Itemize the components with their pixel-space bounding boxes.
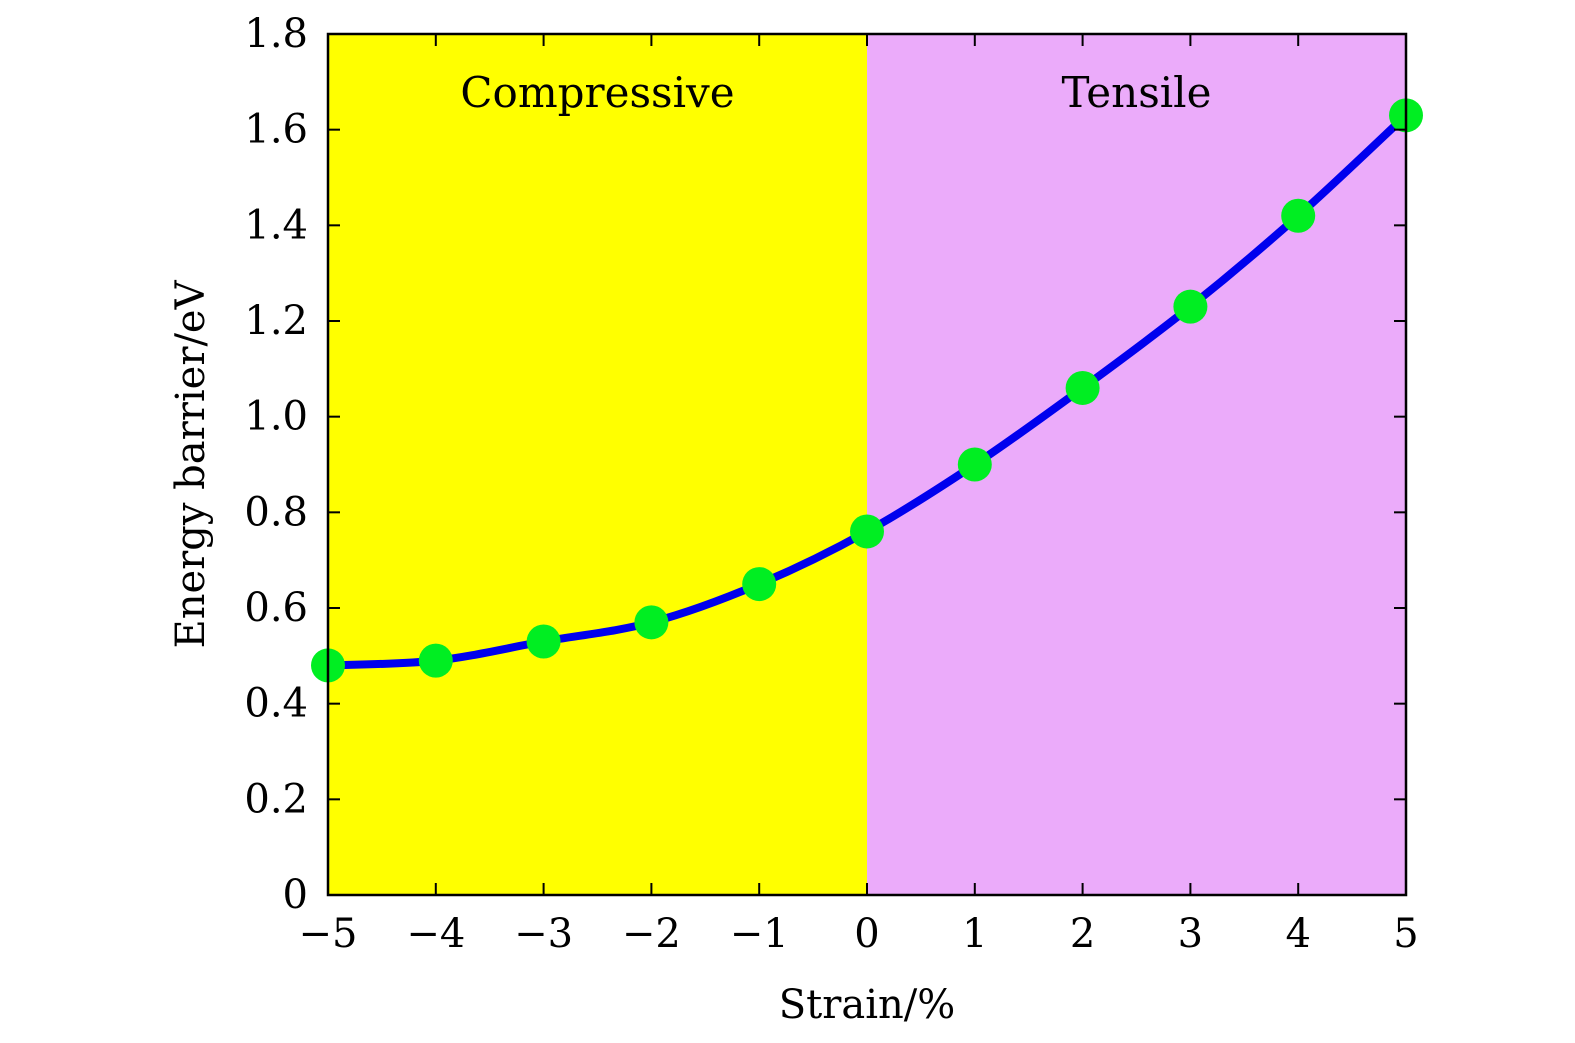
y-tick-label: 1.0 (244, 394, 308, 440)
data-point (957, 447, 992, 482)
x-tick-label: 5 (1393, 911, 1418, 957)
y-tick-label: 0.2 (244, 776, 308, 822)
data-point (742, 567, 777, 602)
x-tick-label: 4 (1285, 911, 1310, 957)
x-axis-title: Strain/% (779, 982, 955, 1028)
data-point (634, 605, 669, 640)
data-point (526, 624, 561, 659)
region-compressive (328, 34, 867, 895)
y-tick-label: 0.8 (244, 489, 308, 535)
data-point (850, 514, 884, 549)
x-tick-label: −4 (406, 911, 465, 957)
data-points-layer (311, 98, 1423, 683)
y-tick-label: 0.4 (244, 681, 308, 727)
strain-regions (328, 34, 1406, 895)
y-tick-label: 1.4 (244, 202, 308, 248)
x-tick-label: −1 (730, 911, 789, 957)
series-line (324, 111, 1410, 670)
y-tick-label: 1.8 (244, 11, 308, 57)
x-tick-label: −3 (514, 911, 573, 957)
y-tick-label: 1.6 (244, 107, 308, 153)
x-tick-label: 3 (1178, 911, 1203, 957)
x-axis: −5 −4 −3 −2 −1 0 1 2 3 4 5 (299, 34, 1419, 957)
y-axis-title: Energy barrier/eV (168, 279, 214, 648)
x-tick-label: −2 (622, 911, 681, 957)
data-point (1173, 289, 1208, 324)
y-axis: 0 0.2 0.4 0.6 0.8 1.0 1.2 1.4 1.6 1.8 (244, 11, 1406, 918)
data-point (1065, 370, 1100, 405)
region-label-compressive: Compressive (460, 68, 734, 117)
region-label-tensile: Tensile (1062, 68, 1212, 117)
region-labels: Compressive Tensile (460, 68, 1211, 117)
x-tick-label: 1 (962, 911, 987, 957)
x-tick-label: −5 (299, 911, 358, 957)
region-tensile (867, 34, 1406, 895)
y-tick-label: 0 (283, 872, 308, 918)
x-tick-label: 0 (854, 911, 879, 957)
y-tick-label: 0.6 (244, 585, 308, 631)
data-point (1281, 198, 1316, 233)
data-point (418, 643, 453, 678)
y-tick-label: 1.2 (244, 298, 308, 344)
fit-curve-layer (324, 111, 1410, 670)
x-tick-label: 2 (1070, 911, 1095, 957)
